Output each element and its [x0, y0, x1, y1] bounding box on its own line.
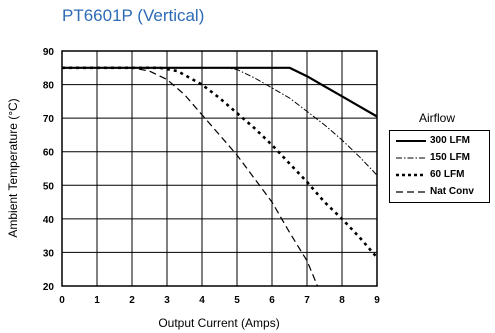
- x-tick-label: 9: [374, 295, 380, 306]
- y-axis-label: Ambient Temperature (°C): [6, 98, 20, 237]
- y-tick-label: 40: [43, 215, 55, 226]
- legend: 300 LFM 150 LFM 60 LFM Nat Conv: [389, 130, 490, 203]
- series-line-60-lfm: [62, 66, 378, 259]
- chart-title: PT6601P (Vertical): [62, 6, 205, 25]
- legend-item-60-lfm: 60 LFM: [394, 168, 489, 184]
- x-tick-label: 7: [304, 295, 310, 306]
- y-tick-label: 70: [43, 114, 55, 125]
- legend-item-300-lfm: 300 LFM: [394, 134, 489, 150]
- x-tick-label: 3: [164, 295, 170, 306]
- series-line-150-lfm: [62, 67, 378, 176]
- x-tick-label: 8: [339, 295, 345, 306]
- x-tick-label: 5: [234, 295, 240, 306]
- legend-label: 60 LFM: [430, 169, 465, 180]
- legend-swatch-dashed: [396, 191, 426, 193]
- x-tick-label: 1: [94, 295, 100, 306]
- y-tick-label: 50: [43, 181, 55, 192]
- legend-swatch-dotted: [396, 173, 426, 177]
- legend-item-nat-conv: Nat Conv: [394, 185, 489, 201]
- legend-label: 150 LFM: [430, 152, 471, 163]
- y-tick-label: 90: [43, 47, 55, 58]
- legend-label: Nat Conv: [430, 186, 474, 197]
- plot-frame: [61, 50, 378, 287]
- legend-swatch-solid: [396, 140, 426, 142]
- series-line-nat-conv: [62, 67, 319, 287]
- x-tick-label: 2: [129, 295, 135, 306]
- x-axis-label: Output Current (Amps): [158, 316, 279, 330]
- y-tick-label: 80: [43, 81, 55, 92]
- y-tick-label: 30: [43, 248, 55, 259]
- legend-title: Airflow: [419, 111, 456, 125]
- y-tick-label: 60: [43, 148, 55, 159]
- x-tick-label: 0: [59, 295, 65, 306]
- x-tick-label: 4: [199, 295, 205, 306]
- series-line-300-lfm: [62, 66, 378, 118]
- legend-item-150-lfm: 150 LFM: [394, 151, 489, 167]
- legend-swatch-dash-dot: [396, 157, 426, 159]
- legend-label: 300 LFM: [430, 135, 471, 146]
- y-tick-label: 20: [43, 282, 55, 293]
- x-tick-label: 6: [269, 295, 275, 306]
